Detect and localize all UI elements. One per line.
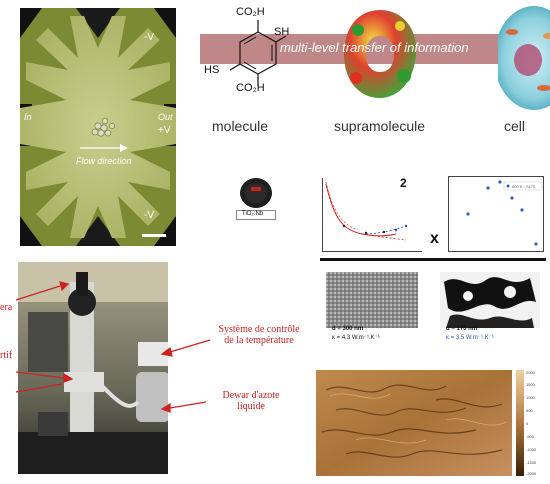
sem-right-conductivity: κ = 3.5 W.m⁻¹.K⁻¹ [446, 335, 494, 341]
cb-tick: -1000 [526, 447, 537, 452]
microfluidic-chip-image: In Out Flow direction -V +V -V [20, 8, 176, 246]
pellet-image [240, 178, 272, 208]
voltage-right: +V [158, 125, 171, 136]
scatter-legend-label: 800 K - S170 [512, 184, 536, 189]
sem-left-diameter: d = 300 nm [332, 326, 364, 332]
information-transfer-figure: CO₂H SH HS CO₂H mul [200, 0, 550, 138]
caption-supramolecule: supramolecule [334, 118, 426, 134]
chip-electrodes [20, 8, 176, 246]
thiol-left: HS [204, 64, 220, 76]
carboxyl-top: CO₂H [236, 6, 265, 18]
afm-image [316, 370, 512, 476]
cell-image [498, 6, 550, 110]
microscope-photo [18, 262, 168, 474]
label-rtif: rtif [0, 350, 13, 361]
chip-out-label: Out [158, 112, 173, 122]
voltage-top-right: -V [144, 32, 154, 43]
cb-tick: 2000 [526, 370, 535, 375]
thermal-plot-curves [325, 181, 408, 241]
sem-image-left [326, 272, 418, 328]
scatter-points [466, 180, 543, 246]
cb-tick: 0 [526, 421, 529, 426]
scatter-plot-right [448, 176, 544, 252]
molecule-structure [229, 20, 287, 86]
cb-tick: -500 [526, 434, 535, 439]
pellet-label-box [236, 210, 276, 220]
voltage-bottom-right: -V [144, 210, 154, 221]
sem-images: d = 300 nm κ = 4.3 W.m⁻¹.K⁻¹ d = 170 nm … [318, 266, 550, 348]
flow-direction-label: Flow direction [76, 156, 132, 166]
caption-molecule: molecule [212, 118, 269, 134]
thiol-right: SH [274, 26, 290, 38]
afm-colorbar [516, 370, 524, 476]
cb-tick: -1500 [526, 460, 537, 465]
cb-tick: 1000 [526, 395, 535, 400]
sem-image-right [440, 272, 540, 328]
divider-line [320, 258, 546, 261]
microscope-setup-figure: era rtif Système de contrôle de la tempé… [0, 262, 308, 484]
panel-number: 2 [400, 176, 407, 190]
sem-right-diameter: d = 170 nm [446, 326, 478, 332]
afm-topography-figure: 2000 1500 1000 500 0 -500 -1000 -1500 -2… [312, 364, 550, 484]
pellet-label: TiO₂:Nb [242, 211, 264, 217]
carboxyl-bottom: CO₂H [236, 82, 265, 94]
cb-tick: -2000 [526, 471, 537, 476]
sem-left-conductivity: κ = 4.3 W.m⁻¹.K⁻¹ [332, 335, 380, 341]
cb-tick: 500 [526, 408, 533, 413]
label-temperature-control: Système de contrôle de la température [218, 324, 300, 346]
supramolecule-image [344, 10, 417, 98]
annotation-arrows [15, 281, 211, 413]
cb-tick: 1500 [526, 382, 535, 387]
caption-cell: cell [504, 118, 526, 134]
banner-band [200, 34, 550, 64]
afm-colorbar-ticks: 2000 1500 1000 500 0 -500 -1000 -1500 -2… [526, 370, 550, 476]
label-camera: era [0, 302, 13, 313]
banner-text: multi-level transfer of information [280, 40, 469, 55]
cross-symbol: x [430, 230, 439, 247]
thermal-plot-left [322, 178, 422, 252]
label-dewar: Dewar d'azote liquide [222, 390, 280, 412]
chip-in-label: In [24, 112, 32, 122]
thermal-plots-figure: TiO₂:Nb 2 x 800 K - S170 [222, 172, 550, 264]
